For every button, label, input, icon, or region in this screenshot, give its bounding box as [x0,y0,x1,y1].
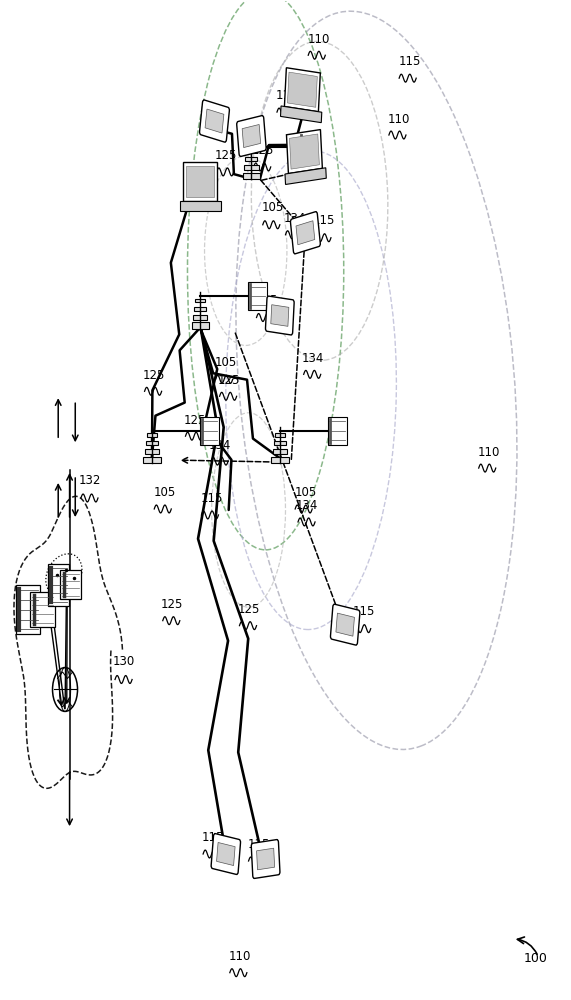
FancyBboxPatch shape [147,433,157,437]
Bar [287,72,317,107]
Bar [328,417,347,445]
FancyBboxPatch shape [274,441,286,445]
Text: 110: 110 [478,446,500,459]
Text: 134: 134 [301,352,324,365]
Text: 110: 110 [229,950,251,963]
FancyBboxPatch shape [143,457,160,463]
FancyBboxPatch shape [195,299,205,302]
FancyBboxPatch shape [205,109,224,133]
FancyBboxPatch shape [194,307,206,311]
FancyBboxPatch shape [247,149,256,152]
FancyBboxPatch shape [193,315,207,320]
FancyBboxPatch shape [296,221,315,245]
Text: 130: 130 [112,655,135,668]
Text: 134: 134 [283,212,306,225]
FancyBboxPatch shape [273,449,287,454]
FancyBboxPatch shape [271,305,289,326]
Text: 134: 134 [209,439,231,452]
FancyBboxPatch shape [145,449,159,454]
FancyBboxPatch shape [291,212,320,254]
Bar [15,585,40,634]
Bar [287,130,323,174]
Bar [186,166,215,197]
FancyBboxPatch shape [191,322,209,329]
Text: 115: 115 [248,838,270,851]
Text: 105: 105 [215,356,237,369]
Text: 125: 125 [218,374,240,387]
Text: 110: 110 [388,113,411,126]
FancyBboxPatch shape [275,433,284,437]
Text: 132: 132 [78,474,100,487]
FancyBboxPatch shape [331,604,360,645]
Text: 110: 110 [307,33,329,46]
FancyBboxPatch shape [256,848,275,870]
FancyBboxPatch shape [246,157,258,161]
Text: 105: 105 [154,486,176,499]
Text: 125: 125 [160,598,183,611]
Bar [180,201,221,211]
Text: 125: 125 [252,144,274,157]
Bar [200,417,219,445]
FancyBboxPatch shape [199,100,230,142]
Text: 115: 115 [313,214,335,227]
Text: 100: 100 [524,952,548,965]
Bar [280,106,322,123]
FancyBboxPatch shape [251,840,280,878]
Bar [284,68,320,112]
FancyBboxPatch shape [266,296,294,335]
Bar [248,282,267,310]
Bar [299,133,318,161]
FancyBboxPatch shape [271,457,288,463]
Text: 115: 115 [398,55,421,68]
Text: 115: 115 [202,831,224,844]
Bar [61,570,81,599]
Text: 115: 115 [353,605,375,618]
FancyBboxPatch shape [244,165,259,170]
Text: 134: 134 [296,499,318,512]
FancyBboxPatch shape [216,842,235,866]
Text: 125: 125 [183,414,206,427]
Text: 125: 125 [143,369,165,382]
Text: 125: 125 [215,149,237,162]
Bar [48,564,69,606]
FancyBboxPatch shape [243,173,260,179]
Text: 115: 115 [200,492,223,505]
Bar [30,592,55,627]
FancyBboxPatch shape [336,613,355,636]
FancyBboxPatch shape [242,124,261,148]
Text: 105: 105 [262,201,284,214]
Text: 115: 115 [256,294,278,307]
Text: 125: 125 [238,603,260,616]
Bar [183,162,218,201]
Bar [285,168,326,184]
FancyBboxPatch shape [237,116,266,156]
Text: 105: 105 [294,486,316,499]
FancyBboxPatch shape [211,834,240,874]
Bar [289,134,319,169]
Text: 115: 115 [276,89,299,102]
FancyBboxPatch shape [146,441,158,445]
